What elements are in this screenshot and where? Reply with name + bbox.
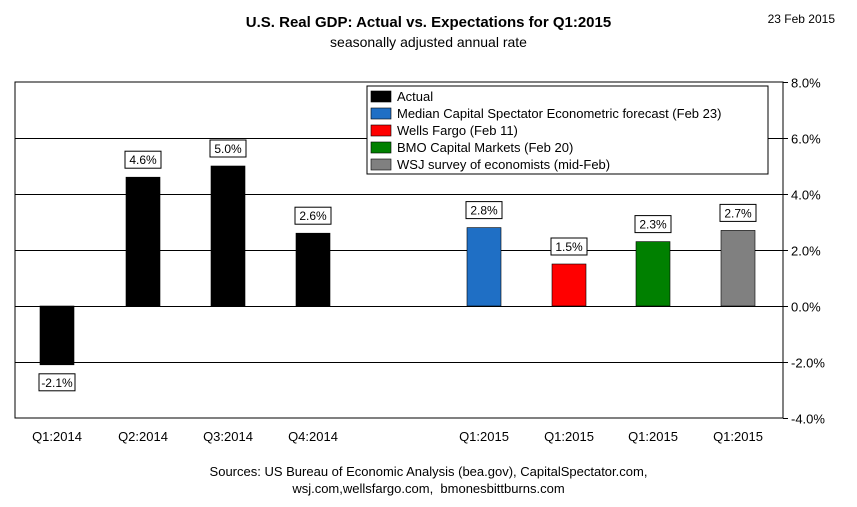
y-tick-label: -2.0% [791,356,825,371]
x-tick-label: Q1:2015 [544,429,594,444]
data-label-box [550,237,588,256]
x-tick-label: Q3:2014 [203,429,253,444]
bar [466,227,502,307]
data-label-box [209,139,247,158]
data-label-box [465,201,503,220]
data-label: 4.6% [129,153,157,167]
sources-note: Sources: US Bureau of Economic Analysis … [0,463,857,497]
data-label: 5.0% [214,142,242,156]
data-label-box [124,150,162,169]
y-tick-label: 0.0% [791,300,821,315]
x-tick-label: Q1:2015 [459,429,509,444]
legend-label: BMO Capital Markets (Feb 20) [397,140,573,155]
sources-line-1: Sources: US Bureau of Economic Analysis … [209,464,648,479]
legend-label: Median Capital Spectator Econometric for… [397,106,721,121]
bar [720,230,756,307]
legend-label: Wells Fargo (Feb 11) [397,123,518,138]
y-tick-label: 4.0% [791,188,821,203]
bar [551,263,587,307]
legend-label: Actual [397,89,433,104]
legend-swatch [370,141,392,154]
sources-line-2: wsj.com,wellsfargo.com, bmonesbittburns.… [292,481,565,496]
legend-box [366,85,769,175]
chart-subtitle: seasonally adjusted annual rate [330,34,527,50]
y-tick-label: 6.0% [791,132,821,147]
x-tick-label: Q1:2014 [32,429,82,444]
data-label-box [719,203,757,222]
y-tick-label: 8.0% [791,76,821,91]
data-label: 2.3% [639,218,667,232]
data-label: -2.1% [41,376,73,390]
bar [39,305,75,366]
data-label: 2.8% [470,204,498,218]
y-tick-label: -4.0% [791,412,825,427]
data-label-box [294,206,332,225]
x-tick-label: Q1:2015 [628,429,678,444]
x-tick-label: Q2:2014 [118,429,168,444]
data-label: 2.7% [724,206,752,220]
legend-swatch [370,158,392,171]
data-label: 1.5% [555,240,583,254]
legend-swatch [370,90,392,103]
bar [210,165,246,307]
data-label: 2.6% [299,209,327,223]
legend-swatch [370,107,392,120]
chart-title: U.S. Real GDP: Actual vs. Expectations f… [245,14,612,31]
report-date: 23 Feb 2015 [767,12,835,26]
x-tick-label: Q1:2015 [713,429,763,444]
bar [295,232,331,307]
data-label-box [38,373,76,392]
data-label-box [634,215,672,234]
legend-label: WSJ survey of economists (mid-Feb) [397,157,610,172]
bar [635,241,671,307]
y-tick-label: 2.0% [791,244,821,259]
x-tick-label: Q4:2014 [288,429,338,444]
bar [125,176,161,307]
legend-swatch [370,124,392,137]
